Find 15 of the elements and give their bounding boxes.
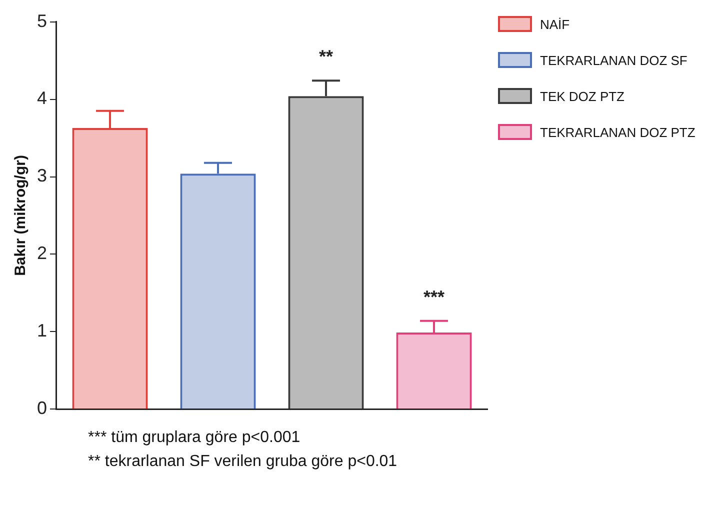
y-tick-label: 1 (36, 320, 48, 341)
legend-label: TEKRARLANAN DOZ SF (540, 52, 688, 68)
y-tick-label: 5 (36, 10, 48, 31)
legend-label: TEK DOZ PTZ (540, 88, 624, 104)
y-tick-label: 3 (36, 166, 48, 186)
legend-label: TEKRARLANAN DOZ PTZ (540, 124, 696, 140)
y-tick-label: 2 (36, 243, 48, 264)
text: *** tüm gruplara göre p<0.001 (88, 429, 302, 447)
y-axis-title: Bakır (mikrog/gr) (12, 155, 30, 276)
y-tick-label: 4 (36, 88, 48, 108)
legend-label: NAİF (540, 16, 570, 32)
annotation: ** (318, 46, 334, 67)
annotation: *** (423, 286, 445, 307)
text: ** tekrarlanan SF verilen gruba göre p<0.01 (88, 453, 398, 471)
y-tick-label: 0 (36, 398, 48, 418)
